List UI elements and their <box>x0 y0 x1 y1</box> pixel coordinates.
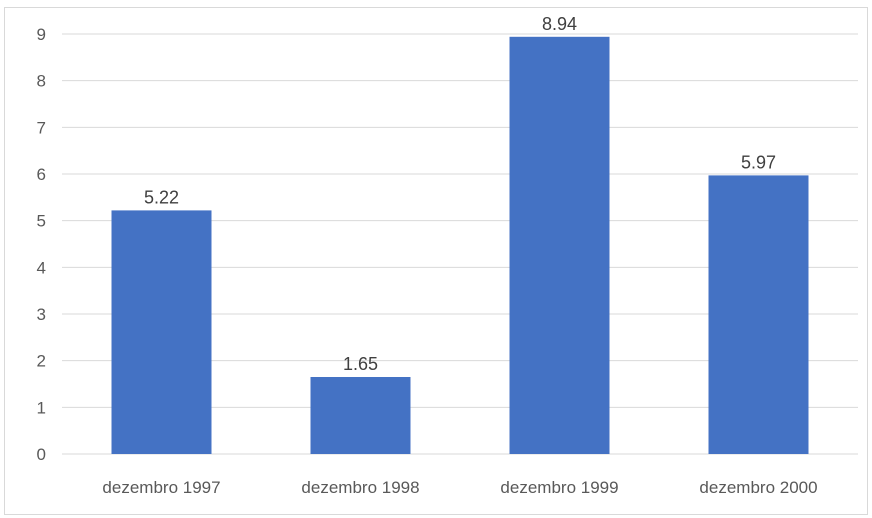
bars <box>111 36 809 455</box>
y-tick-label: 2 <box>37 352 46 371</box>
x-tick-label: dezembro 1997 <box>102 478 220 497</box>
data-label: 8.94 <box>542 14 577 34</box>
x-tick-label: dezembro 1999 <box>500 478 618 497</box>
bar <box>509 36 610 455</box>
x-axis-tick-labels: dezembro 1997 dezembro 1998 dezembro 1999 d… <box>102 478 817 497</box>
bar <box>111 210 212 454</box>
x-tick-label: dezembro 2000 <box>699 478 817 497</box>
y-tick-label: 3 <box>37 305 46 324</box>
y-tick-label: 0 <box>37 445 46 464</box>
y-tick-label: 7 <box>37 118 46 137</box>
y-tick-label: 6 <box>37 165 46 184</box>
y-tick-label: 4 <box>37 258 46 277</box>
bar <box>310 377 411 454</box>
data-labels: 5.22 1.65 8.94 5.97 <box>144 14 776 374</box>
bar <box>708 175 809 454</box>
y-tick-label: 9 <box>37 25 46 44</box>
y-axis-tick-labels: 0 1 2 3 4 5 6 7 8 9 <box>37 25 46 464</box>
x-tick-label: dezembro 1998 <box>301 478 419 497</box>
y-tick-label: 1 <box>37 398 46 417</box>
data-label: 1.65 <box>343 354 378 374</box>
y-tick-label: 8 <box>37 72 46 91</box>
data-label: 5.97 <box>741 152 776 172</box>
data-label: 5.22 <box>144 187 179 207</box>
y-tick-label: 5 <box>37 212 46 231</box>
